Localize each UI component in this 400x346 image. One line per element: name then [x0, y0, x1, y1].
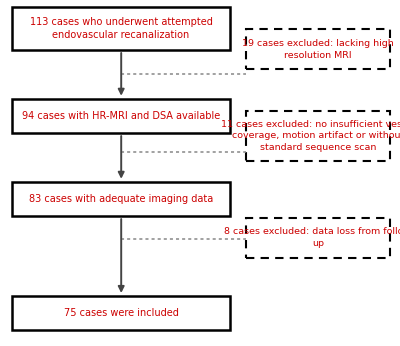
Bar: [246, 111, 390, 161]
Bar: [246, 218, 390, 258]
Bar: [246, 29, 390, 69]
Text: 11 cases excluded: no insufficient vessel
coverage, motion artifact or without
s: 11 cases excluded: no insufficient vesse…: [221, 119, 400, 152]
Text: 94 cases with HR-MRI and DSA available: 94 cases with HR-MRI and DSA available: [22, 111, 220, 121]
Text: 75 cases were included: 75 cases were included: [64, 308, 178, 318]
Text: 19 cases excluded: lacking high
resolution MRI: 19 cases excluded: lacking high resoluti…: [242, 39, 394, 60]
Bar: [12, 99, 230, 133]
Text: 8 cases excluded: data loss from follow
up: 8 cases excluded: data loss from follow …: [224, 227, 400, 248]
Bar: [12, 7, 230, 50]
Bar: [12, 182, 230, 216]
Text: 83 cases with adequate imaging data: 83 cases with adequate imaging data: [29, 194, 213, 204]
Text: 113 cases who underwent attempted
endovascular recanalization: 113 cases who underwent attempted endova…: [30, 17, 212, 40]
Bar: [12, 296, 230, 330]
